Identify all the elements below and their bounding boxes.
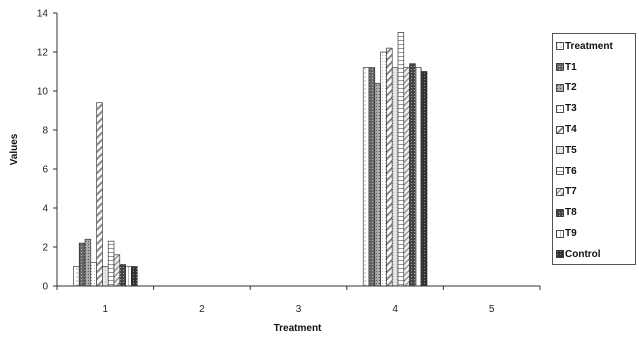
y-axis-title: Values [9,133,20,165]
bar-t2-1 [84,238,92,287]
bar-control-1 [131,266,138,287]
legend-label: Control [565,248,601,260]
bar-t2-4 [374,82,381,287]
x-tick-label: 3 [296,304,302,315]
legend-label: T3 [565,103,577,115]
legend-label: T2 [565,82,577,94]
legend-swatch-fill [556,104,564,113]
bar-t6-1 [107,240,115,287]
legend-item-t8: T8 [556,202,632,223]
legend-label: T4 [565,124,577,136]
legend-swatch-fill [556,250,564,259]
legend-swatch-fill [556,63,564,72]
legend-swatch-fill [556,208,564,217]
bar-treatment-1 [73,266,80,287]
bar-t1-1 [78,242,86,287]
legend-swatch-fill [556,188,564,196]
y-tick-label: 14 [37,9,49,20]
legend-swatch [556,229,564,238]
legend-swatch [556,84,564,92]
legend-swatch-fill [556,42,564,51]
x-tick-label: 5 [489,304,495,315]
legend-swatch [556,167,564,176]
legend-item-t1: T1 [556,57,632,78]
legend-swatch [556,104,564,113]
bar-treatment-4 [362,67,370,287]
legend-swatch [556,125,564,134]
y-tick-label: 4 [42,204,48,215]
legend-swatch-fill [556,146,564,155]
y-tick-label: 10 [37,87,49,98]
legend-swatch-fill [556,125,564,134]
legend-label: Treatment [565,40,613,52]
bar-t9-4 [415,67,422,287]
legend-swatch-fill [556,167,564,176]
legend-swatch [556,188,564,196]
bar-t3-1 [90,262,97,287]
legend-label: T7 [565,186,577,198]
legend-item-t3: T3 [556,98,632,119]
legend-item-t4: T4 [556,119,632,140]
x-tick-label: 2 [199,304,205,315]
bar-control-4 [420,71,428,287]
legend: Treatment T1 T2 T3 T4 T5 T6 T7 T8 T9 Control [552,33,636,265]
y-tick-label: 6 [42,165,48,176]
legend-item-t9: T9 [556,223,632,244]
legend-swatch [556,208,564,217]
bar-t4-4 [386,47,393,287]
legend-swatch-fill [556,229,564,238]
bar-t8-1 [119,264,126,287]
bar-t5-4 [391,67,399,287]
legend-item-t5: T5 [556,140,632,161]
bar-t8-4 [409,63,416,287]
legend-swatch-fill [556,84,564,92]
bar-t9-1 [125,266,132,287]
legend-item-t2: T2 [556,78,632,99]
legend-label: T9 [565,228,577,240]
bar-t1-4 [368,67,376,287]
legend-label: T8 [565,207,577,219]
legend-swatch [556,146,564,155]
x-axis-title: Treatment [274,323,322,334]
x-tick-label: 1 [103,304,109,315]
bar-t4-1 [96,102,103,287]
bar-t6-4 [397,32,405,287]
legend-label: T6 [565,165,577,177]
y-tick-label: 2 [42,243,48,254]
legend-item-t7: T7 [556,182,632,203]
legend-label: T1 [565,61,577,73]
legend-swatch [556,250,564,259]
y-tick-label: 0 [42,282,48,293]
bar-t7-1 [113,254,121,287]
legend-swatch [556,42,564,51]
bar-t5-1 [102,266,109,287]
legend-item-t6: T6 [556,161,632,182]
legend-swatch [556,63,564,72]
y-tick-label: 12 [37,48,49,59]
bar-t7-4 [403,67,410,287]
legend-item-control: Control [556,244,632,265]
bar-t3-4 [380,51,387,287]
y-tick-label: 8 [42,126,48,137]
legend-item-treatment: Treatment [556,36,632,57]
legend-label: T5 [565,144,577,156]
x-tick-label: 4 [392,304,398,315]
